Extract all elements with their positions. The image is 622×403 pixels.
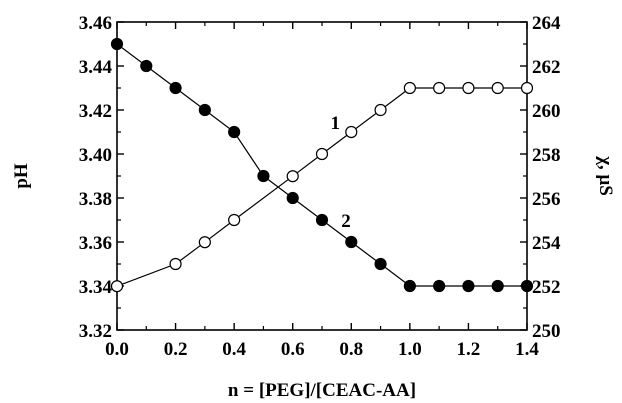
series-2-point [403,279,416,293]
series-2-point [286,191,299,205]
y2-tick-label: 264 [532,13,561,34]
series-1-point [169,257,182,271]
chart-text: 0.0 0.2 0.4 0.6 0.8 1.0 1.2 1.4 3.32 3.34 3.36 3.38… [79,13,561,360]
series-2-point [315,213,329,227]
y-tick-label: 3.36 [79,233,112,254]
series-1-point [520,81,534,95]
series-1-point [491,81,504,95]
x-tick-label: 0.0 [105,339,129,360]
series-2-point [491,279,504,293]
x-tick-label: 1.4 [515,339,539,360]
series-1-point [198,236,211,249]
series-1-line [116,87,527,287]
series-1-point [110,280,124,293]
y2-tick-label: 250 [532,321,561,342]
y-tick-label: 3.44 [79,57,113,78]
series-2-point [520,279,534,293]
series-1-point [433,81,446,95]
y-tick-label: 3.40 [79,145,112,166]
curve-label-1: 1 [331,113,341,134]
series-2-point [169,81,182,95]
series-lines [116,43,527,287]
y2-tick-label: 254 [532,233,561,254]
y-tick-label: 3.38 [79,189,112,210]
series-markers [110,37,534,293]
series-1-point [315,147,329,161]
series-1-point [286,170,299,183]
x-tick-label: 0.2 [164,339,188,360]
series-1-point [228,213,241,227]
axis-ticks [116,21,528,331]
series-2-point [257,169,270,183]
series-1-point [462,81,475,95]
series-2-point [140,59,153,73]
y-axis-title: pH [11,163,32,189]
series-1-point [345,125,358,139]
series-2-point [462,279,475,293]
x-tick-label: 0.4 [222,339,246,360]
series-2-point [198,103,211,117]
y2-tick-label: 258 [532,145,561,166]
series-1-point [403,81,416,95]
y2-axis-title: χ, μS [595,155,616,196]
y2-tick-label: 262 [532,57,561,78]
series-2-point [345,235,358,249]
y-tick-label: 3.34 [79,277,113,298]
series-2-point [433,279,446,293]
y-tick-label: 3.42 [79,101,112,122]
y-tick-label: 3.32 [79,321,112,342]
series-1-point [374,103,387,117]
curve-label-2: 2 [341,211,351,232]
y2-tick-label: 260 [532,101,561,122]
x-tick-label: 1.0 [398,339,422,360]
series-2-line [116,43,527,287]
x-tick-label: 0.8 [339,339,363,360]
series-2-point [228,125,241,139]
y-tick-label: 3.46 [79,13,112,34]
x-tick-label: 0.6 [281,339,305,360]
x-tick-label: 1.2 [457,339,481,360]
y2-tick-label: 256 [532,189,561,210]
x-axis-title: n = [PEG]/[CEAC-AA] [228,380,416,401]
y2-tick-label: 252 [532,277,561,298]
series-2-point [110,37,124,51]
series-2-point [374,257,387,271]
